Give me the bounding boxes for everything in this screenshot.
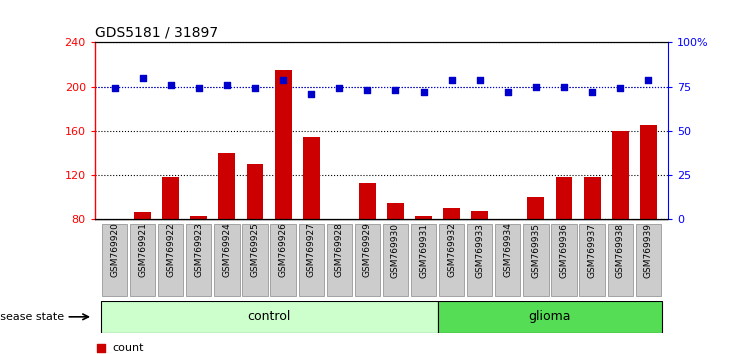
- Text: GSM769926: GSM769926: [279, 223, 288, 278]
- FancyBboxPatch shape: [242, 224, 268, 296]
- Bar: [359, 183, 376, 308]
- FancyBboxPatch shape: [326, 224, 352, 296]
- Text: GSM769923: GSM769923: [194, 223, 204, 278]
- Text: GSM769924: GSM769924: [223, 223, 231, 277]
- Bar: [387, 203, 404, 308]
- FancyBboxPatch shape: [383, 224, 408, 296]
- Point: [615, 86, 626, 91]
- Bar: [443, 209, 460, 308]
- Point: [305, 91, 317, 97]
- Point: [586, 89, 598, 95]
- Point: [390, 87, 402, 93]
- Point: [502, 89, 514, 95]
- Point: [558, 84, 570, 90]
- Bar: [499, 219, 516, 308]
- Text: GSM769939: GSM769939: [644, 223, 653, 278]
- Text: GSM769937: GSM769937: [588, 223, 596, 278]
- FancyBboxPatch shape: [101, 301, 437, 333]
- FancyBboxPatch shape: [130, 224, 155, 296]
- FancyBboxPatch shape: [411, 224, 437, 296]
- Text: GSM769935: GSM769935: [531, 223, 540, 278]
- FancyBboxPatch shape: [495, 224, 520, 296]
- Point: [277, 77, 289, 82]
- Bar: [640, 125, 657, 308]
- FancyBboxPatch shape: [186, 224, 212, 296]
- Text: glioma: glioma: [529, 310, 571, 323]
- Point: [474, 77, 485, 82]
- Point: [137, 75, 148, 81]
- Point: [221, 82, 233, 88]
- FancyBboxPatch shape: [523, 224, 548, 296]
- Text: GSM769921: GSM769921: [138, 223, 147, 278]
- FancyBboxPatch shape: [355, 224, 380, 296]
- FancyBboxPatch shape: [215, 224, 239, 296]
- FancyBboxPatch shape: [271, 224, 296, 296]
- Text: GSM769928: GSM769928: [335, 223, 344, 278]
- Bar: [556, 177, 572, 308]
- Bar: [584, 177, 601, 308]
- FancyBboxPatch shape: [437, 301, 662, 333]
- Bar: [191, 216, 207, 308]
- FancyBboxPatch shape: [467, 224, 492, 296]
- FancyBboxPatch shape: [636, 224, 661, 296]
- FancyBboxPatch shape: [158, 224, 183, 296]
- Bar: [218, 153, 235, 308]
- Point: [446, 77, 458, 82]
- Text: GSM769932: GSM769932: [447, 223, 456, 278]
- FancyBboxPatch shape: [439, 224, 464, 296]
- Text: GSM769927: GSM769927: [307, 223, 315, 278]
- Bar: [247, 164, 264, 308]
- Text: GSM769929: GSM769929: [363, 223, 372, 278]
- Point: [109, 86, 120, 91]
- Text: GSM769920: GSM769920: [110, 223, 119, 278]
- Text: GSM769933: GSM769933: [475, 223, 484, 278]
- Text: count: count: [112, 343, 144, 353]
- Point: [642, 77, 654, 82]
- FancyBboxPatch shape: [299, 224, 324, 296]
- Bar: [415, 216, 432, 308]
- Text: GDS5181 / 31897: GDS5181 / 31897: [95, 26, 218, 40]
- Point: [334, 86, 345, 91]
- Bar: [528, 197, 545, 308]
- Bar: [472, 211, 488, 308]
- FancyBboxPatch shape: [607, 224, 633, 296]
- Point: [418, 89, 429, 95]
- Bar: [162, 177, 179, 308]
- Text: GSM769922: GSM769922: [166, 223, 175, 277]
- Bar: [612, 131, 629, 308]
- Bar: [134, 212, 151, 308]
- Bar: [274, 70, 291, 308]
- Bar: [303, 137, 320, 308]
- FancyBboxPatch shape: [102, 224, 127, 296]
- Point: [165, 82, 177, 88]
- Text: GSM769938: GSM769938: [615, 223, 625, 278]
- Point: [428, 43, 439, 48]
- Text: GSM769925: GSM769925: [250, 223, 260, 278]
- Text: GSM769936: GSM769936: [559, 223, 569, 278]
- Point: [249, 86, 261, 91]
- Point: [530, 84, 542, 90]
- Text: GSM769934: GSM769934: [503, 223, 512, 278]
- Text: control: control: [247, 310, 291, 323]
- Bar: [106, 219, 123, 308]
- Text: GSM769931: GSM769931: [419, 223, 428, 278]
- Text: GSM769930: GSM769930: [391, 223, 400, 278]
- FancyBboxPatch shape: [551, 224, 577, 296]
- Point: [361, 87, 373, 93]
- Point: [428, 252, 439, 258]
- Text: disease state: disease state: [0, 312, 64, 322]
- FancyBboxPatch shape: [580, 224, 604, 296]
- Bar: [331, 219, 347, 308]
- Point: [193, 86, 204, 91]
